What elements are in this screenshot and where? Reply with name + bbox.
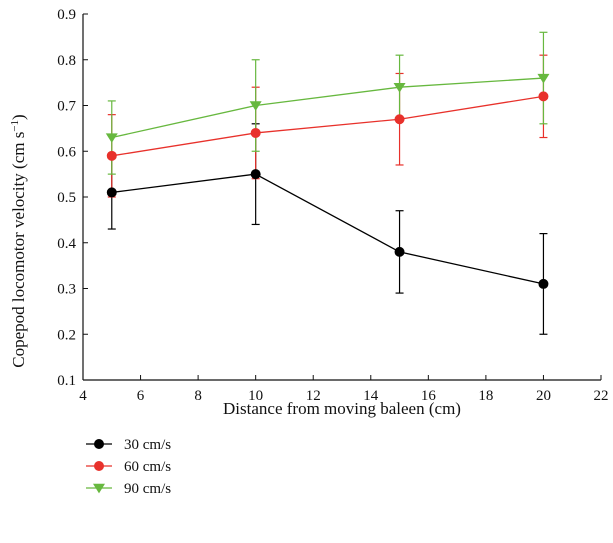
x-tick-label: 18: [478, 388, 493, 404]
x-tick-label: 4: [79, 388, 87, 404]
y-tick-label: 0.2: [57, 327, 76, 343]
data-point: [250, 169, 261, 180]
data-point: [249, 101, 262, 111]
series-layer: [105, 31, 550, 335]
x-tick-label: 16: [421, 388, 437, 404]
data-point: [538, 91, 549, 102]
data-point: [537, 73, 550, 84]
legend-label: 60 cm/s: [124, 459, 171, 475]
data-point: [106, 187, 117, 198]
series-line: [111, 77, 544, 139]
legend-label: 90 cm/s: [124, 481, 171, 497]
legend-marker: [94, 439, 104, 449]
y-tick-label: 0.7: [57, 99, 76, 115]
error-bars-series-1: [107, 123, 548, 335]
legend-item: 60 cm/s: [86, 459, 171, 475]
y-tick-label: 0.5: [57, 190, 76, 206]
x-tick-label: 22: [594, 388, 609, 404]
legend-item: 30 cm/s: [86, 437, 171, 453]
y-tick-label: 0.8: [57, 53, 76, 69]
y-axis-title-close: ): [9, 114, 28, 120]
y-axis-title: Copepod locomotor velocity (cm s−1): [9, 114, 28, 367]
y-tick-label: 0.4: [57, 236, 76, 252]
y-tick-label: 0.6: [57, 144, 76, 160]
data-point: [394, 114, 405, 125]
series-1: [106, 169, 549, 289]
x-tick-label: 10: [248, 388, 263, 404]
series-2: [106, 91, 549, 161]
data-point: [394, 246, 405, 257]
y-tick-label: 0.1: [57, 373, 76, 389]
y-tick-label: 0.3: [57, 282, 76, 298]
series-line: [111, 95, 544, 157]
error-bars-series-3: [107, 31, 548, 175]
y-axis-title-main: Copepod locomotor velocity (cm s: [9, 132, 28, 368]
series-line: [111, 173, 544, 285]
series-3: [105, 73, 550, 143]
data-point: [250, 127, 261, 138]
data-point: [538, 278, 549, 289]
legend-label: 30 cm/s: [124, 437, 171, 453]
data-point: [106, 150, 117, 161]
y-tick-label: 0.9: [57, 7, 76, 23]
y-axis-title-superscript: −1: [9, 120, 21, 132]
x-axis-title: Distance from moving baleen (cm): [223, 399, 461, 418]
axes: [82, 14, 601, 381]
data-point: [393, 83, 406, 93]
x-axis-ticks: 4 6 8 10 12 14 16 18 20 22: [79, 375, 609, 404]
legend-item: 90 cm/s: [86, 481, 171, 497]
x-tick-label: 14: [363, 388, 379, 404]
y-axis-ticks: 0.1 0.2 0.3 0.4 0.5 0.6 0.7 0.8 0.9: [57, 7, 88, 389]
legend-marker: [93, 483, 105, 494]
x-tick-label: 12: [306, 388, 321, 404]
data-point: [105, 133, 118, 143]
x-tick-label: 20: [536, 388, 551, 404]
legend-marker: [94, 461, 104, 471]
x-tick-label: 8: [194, 388, 202, 404]
legend: 30 cm/s 60 cm/s 90 cm/s: [86, 437, 171, 497]
x-tick-label: 6: [137, 388, 145, 404]
